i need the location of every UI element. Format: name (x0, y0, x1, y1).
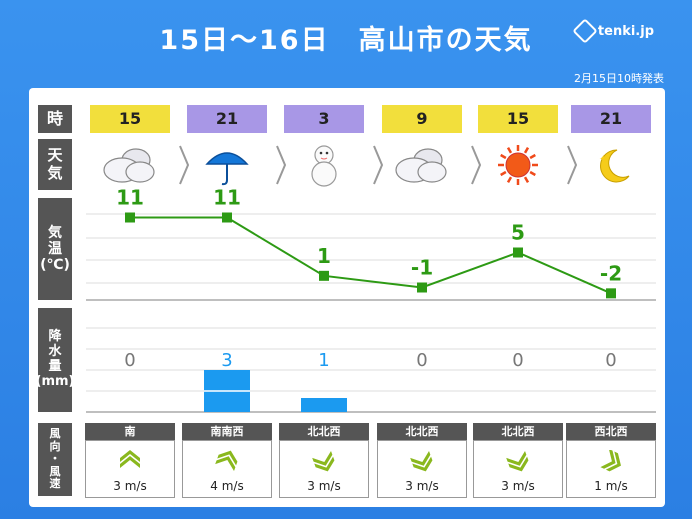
wind-speed-label: 3 m/s (113, 479, 147, 493)
tenki-logo[interactable]: tenki.jp (572, 18, 654, 44)
wind-cell-5: 1 m/s (566, 440, 656, 498)
wind-cell-3: 3 m/s (377, 440, 467, 498)
wind-north-northwest-icon (310, 450, 338, 472)
wind-north-northwest-icon (504, 450, 532, 472)
logo-text: tenki.jp (597, 23, 654, 39)
wind-speed-label: 3 m/s (405, 479, 439, 493)
wind-cell-0: 3 m/s (85, 440, 175, 498)
wind-south-icon (116, 450, 144, 472)
wind-speed-label: 1 m/s (594, 479, 628, 493)
wind-cell-2: 3 m/s (279, 440, 369, 498)
cloudy-icon (100, 142, 160, 188)
chevron-right-icon (275, 142, 287, 188)
chevron-right-icon (470, 142, 482, 188)
svg-text:✦: ✦ (599, 154, 607, 165)
hour-cell-2: 3 (284, 105, 364, 133)
wind-direction-2: 北北西 (279, 423, 369, 440)
logo-icon (572, 18, 598, 44)
wind-direction-5: 西北西 (566, 423, 656, 440)
row-label-weather: 天 気 (38, 139, 72, 190)
wind-speed-label: 3 m/s (307, 479, 341, 493)
wind-direction-0: 南 (85, 423, 175, 440)
row-label-temp: 気 温 (℃) (38, 198, 72, 300)
row-label-weather-text: 天 気 (47, 146, 63, 182)
row-label-wind: 風 向 ・ 風 速 (38, 423, 72, 496)
wind-cell-4: 3 m/s (473, 440, 563, 498)
hour-cell-5: 21 (571, 105, 651, 133)
hour-cell-0: 15 (90, 105, 170, 133)
wind-south-southwest-icon (213, 450, 241, 472)
wind-speed-label: 3 m/s (501, 479, 535, 493)
chevron-right-icon (566, 142, 578, 188)
hour-cell-3: 9 (382, 105, 462, 133)
wind-direction-4: 北北西 (473, 423, 563, 440)
page-title: 15日～16日 高山市の天気 (159, 25, 533, 56)
moon-icon: ✦ (581, 142, 641, 188)
issued-time: 2月15日10時発表 (574, 72, 664, 85)
wind-cell-1: 4 m/s (182, 440, 272, 498)
cloudy-icon (392, 142, 452, 188)
wind-direction-3: 北北西 (377, 423, 467, 440)
chevron-right-icon (372, 142, 384, 188)
wind-north-northwest-icon (408, 450, 436, 472)
sun-icon (488, 142, 548, 188)
hour-cell-4: 15 (478, 105, 558, 133)
row-label-temp-text: 気 温 (℃) (40, 224, 70, 274)
chevron-right-icon (178, 142, 190, 188)
wind-direction-1: 南南西 (182, 423, 272, 440)
row-label-wind-text: 風 向 ・ 風 速 (49, 426, 61, 491)
wind-speed-label: 4 m/s (210, 479, 244, 493)
snowman-icon (294, 142, 354, 188)
row-label-rain-text: 降 水 量 (mm) (35, 329, 75, 389)
wind-west-northwest-icon (597, 448, 625, 472)
row-label-rain: 降 水 量 (mm) (35, 308, 75, 412)
row-label-hour: 時 (38, 105, 72, 133)
umbrella-icon (197, 142, 257, 188)
hour-cell-1: 21 (187, 105, 267, 133)
